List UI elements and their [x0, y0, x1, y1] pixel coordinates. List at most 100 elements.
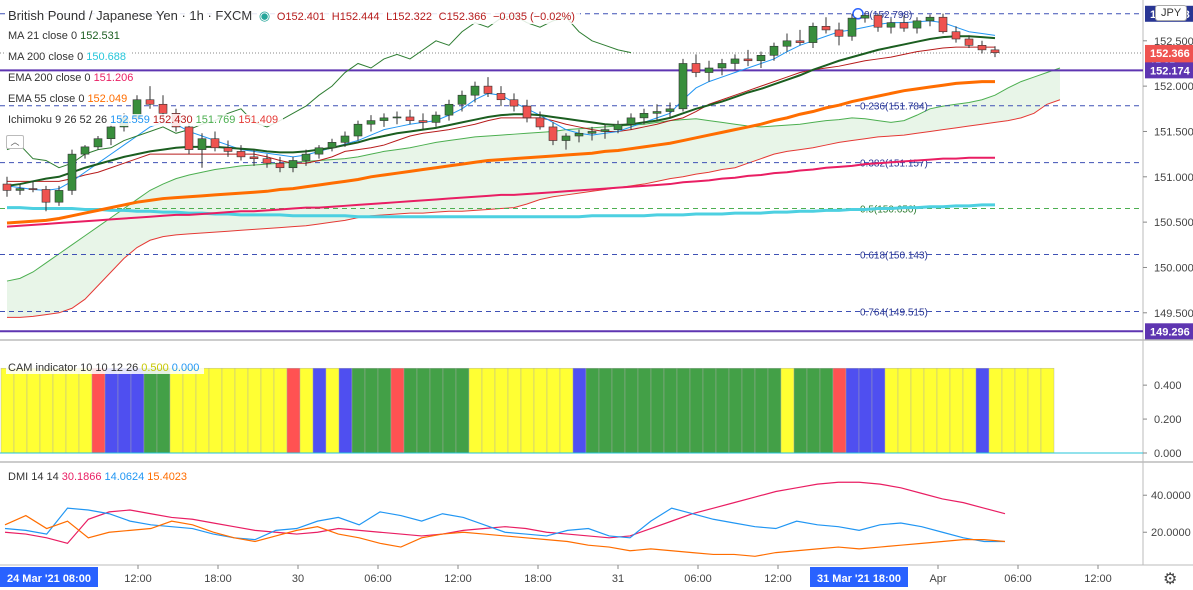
candle-body — [548, 126, 558, 141]
candle-body — [626, 117, 636, 125]
candle-body — [808, 25, 818, 43]
price-tag-last: 152.366 — [1150, 48, 1190, 60]
cam-bar — [780, 367, 795, 454]
legend-ema55[interactable]: EMA 55 close 0 152.049 — [6, 93, 133, 105]
x-highlight-bg — [0, 567, 98, 587]
cam-bar — [247, 367, 262, 454]
candle-body — [782, 40, 792, 47]
price-tag-level-low: 149.296 — [1150, 326, 1190, 338]
y-tick-label: 150.000 — [1154, 262, 1193, 274]
legend-ma200-name: MA 200 close 0 — [8, 51, 84, 63]
candle-body — [717, 63, 727, 69]
cam-y-tick-label: 0.400 — [1154, 380, 1182, 392]
candle-body — [535, 117, 545, 128]
fib-level-label: 0.618(150.143) — [860, 251, 928, 262]
candle-body — [834, 29, 844, 37]
x-highlight-label: 24 Mar '21 08:00 — [7, 573, 91, 585]
cam-bar — [13, 367, 28, 454]
candle-body — [314, 147, 324, 155]
cam-bar — [338, 367, 353, 454]
legend-ema200-name: EMA 200 close 0 — [8, 72, 91, 84]
candle-body — [665, 108, 675, 112]
candle-body — [496, 93, 506, 101]
candle-body — [795, 40, 805, 43]
candle-body — [418, 120, 428, 123]
candle-body — [80, 146, 90, 155]
legend-dmi-v3: 15.4023 — [147, 471, 188, 483]
candle-body — [379, 117, 389, 121]
cam-bar — [481, 367, 496, 454]
cam-bar — [676, 367, 691, 454]
x-tick-label: 12:00 — [1084, 573, 1112, 585]
cam-bar — [26, 367, 41, 454]
candle-body — [431, 114, 441, 123]
legend-cam-v2: 0.000 — [171, 362, 200, 374]
x-tick-label: 06:00 — [364, 573, 392, 585]
cam-bar — [845, 367, 860, 454]
legend-cam[interactable]: CAM indicator 10 10 12 26 0.500 0.000 — [6, 362, 205, 374]
legend-ma21[interactable]: MA 21 close 0 152.531 — [6, 30, 125, 42]
cam-bar — [468, 367, 483, 454]
candle-body — [2, 183, 12, 191]
cam-bar — [884, 367, 899, 454]
cam-bar — [1001, 367, 1016, 454]
cam-bar — [0, 367, 15, 454]
candle-body — [223, 147, 233, 152]
cam-bar — [897, 367, 912, 454]
cam-bar — [143, 367, 158, 454]
cam-bar — [923, 367, 938, 454]
cam-bar — [65, 367, 80, 454]
legend-dmi-name: DMI 14 14 — [8, 471, 59, 483]
x-tick-label: 31 — [612, 573, 624, 585]
candle-body — [54, 190, 64, 203]
cam-bar — [611, 367, 626, 454]
collapse-legend-icon[interactable]: ︿ — [6, 135, 24, 149]
cam-bar — [806, 367, 821, 454]
candle-body — [483, 85, 493, 94]
legend-ichimoku[interactable]: Ichimoku 9 26 52 26 152.559 152.430 151.769… — [6, 114, 284, 126]
candle-body — [886, 22, 896, 28]
ohlc-change: −0.035 (−0.02%) — [493, 11, 575, 23]
legend-ichimoku-v4: 151.409 — [238, 114, 279, 126]
ichimoku-kijun-line — [7, 46, 995, 182]
fib-anchor-handle — [852, 8, 864, 20]
x-tick-label: 06:00 — [1004, 573, 1032, 585]
ohlc-open: O152.401 — [276, 11, 326, 23]
legend-dmi[interactable]: DMI 14 14 30.1866 14.0624 15.4023 — [6, 471, 193, 483]
cam-bar — [429, 367, 444, 454]
cam-bar — [702, 367, 717, 454]
cam-bar — [546, 367, 561, 454]
cam-bar — [949, 367, 964, 454]
legend-ema200[interactable]: EMA 200 close 0 151.206 — [6, 72, 139, 84]
cam-bar — [221, 367, 236, 454]
cam-bar — [910, 367, 925, 454]
price-tag-level: 152.174 — [1150, 65, 1191, 77]
legend-ma200[interactable]: MA 200 close 0 150.688 — [6, 51, 131, 63]
candle-body — [288, 160, 298, 169]
cam-bar — [871, 367, 886, 454]
cam-bar — [273, 367, 288, 454]
cam-bar — [39, 367, 54, 454]
candle-body — [964, 38, 974, 46]
candle-body — [990, 49, 1000, 53]
settings-gear-icon[interactable]: ⚙ — [1163, 571, 1178, 588]
ma200-line — [7, 203, 995, 219]
candle-body — [327, 142, 337, 149]
candle-body — [353, 123, 363, 137]
x-tick-label: 18:00 — [524, 573, 552, 585]
x-highlight-bg — [810, 567, 908, 587]
x-tick-label: 12:00 — [444, 573, 472, 585]
dmi-y-tick-label: 40.0000 — [1151, 490, 1191, 502]
symbol-legend: British Pound / Japanese Yen · 1h · FXCM… — [6, 8, 580, 24]
cam-bar — [689, 367, 704, 454]
candle-body — [743, 58, 753, 62]
currency-badge[interactable]: JPY — [1155, 5, 1188, 21]
cam-bar — [767, 367, 782, 454]
candle-body — [873, 15, 883, 28]
candle-body — [457, 94, 467, 105]
ohlc-high: H152.444 — [331, 11, 380, 23]
ichimoku-span-b-line — [7, 99, 1061, 318]
candle-body — [405, 116, 415, 121]
y-tick-label: 151.000 — [1154, 172, 1193, 184]
